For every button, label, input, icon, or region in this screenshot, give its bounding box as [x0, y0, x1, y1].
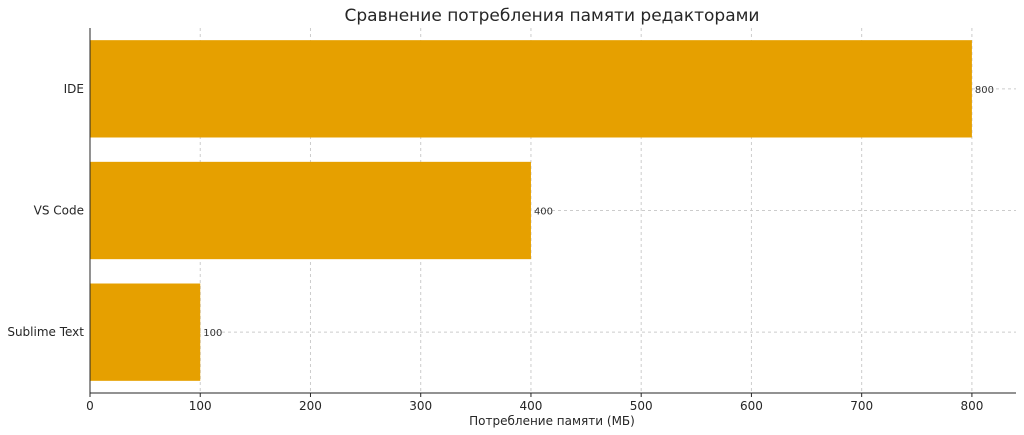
x-axis-label: Потребление памяти (МБ)	[469, 414, 635, 428]
category-label: IDE	[64, 82, 84, 96]
data-label: 400	[534, 207, 553, 218]
data-label: 100	[203, 328, 222, 339]
x-tick-label: 400	[519, 399, 542, 413]
bar	[90, 161, 531, 260]
category-label: VS Code	[34, 204, 84, 218]
x-tick-label: 700	[850, 399, 873, 413]
x-tick-label: 200	[299, 399, 322, 413]
axes-layer	[89, 28, 1016, 397]
x-tick-label: 0	[86, 399, 94, 413]
x-tick-label: 300	[409, 399, 432, 413]
bars-layer	[90, 40, 972, 381]
x-tick-label: 800	[960, 399, 983, 413]
x-tick-label: 500	[630, 399, 653, 413]
bar	[90, 283, 201, 381]
labels-layer: IDE 800 VS Code 400 Sublime Text 100 0 100 200 30…	[7, 82, 994, 413]
category-label: Sublime Text	[7, 325, 84, 339]
x-tick-label: 100	[189, 399, 212, 413]
data-label: 800	[975, 85, 994, 96]
x-tick-label: 600	[740, 399, 763, 413]
bar	[90, 40, 972, 138]
chart-title: Сравнение потребления памяти редакторами	[345, 6, 760, 26]
